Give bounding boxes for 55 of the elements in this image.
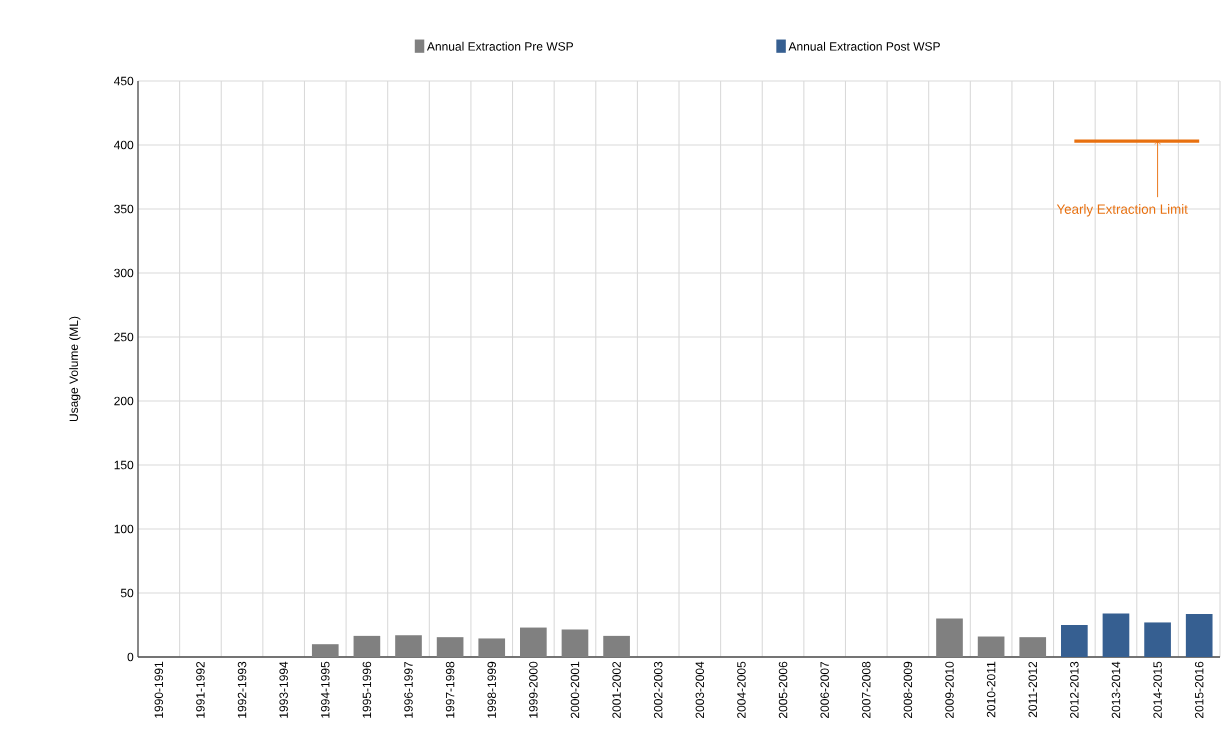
legend-label: Annual Extraction Pre WSP (426, 41, 574, 51)
x-tick-label: 1994-1995 (321, 661, 330, 718)
x-tick-label: 1999-2000 (529, 661, 538, 718)
bar (977, 636, 1005, 657)
y-axis-title: Usage Volume (ML) (69, 316, 81, 422)
x-tick-label: 1995-1996 (362, 661, 372, 718)
x-tick-label: 2013-2014 (1111, 661, 1121, 719)
bar (1019, 637, 1047, 657)
y-tick-label: 0 (127, 652, 134, 662)
x-tick-label: 2004-2005 (737, 661, 746, 719)
x-tick-label: 1996-1997 (404, 661, 413, 718)
x-tick-label: 2003-2004 (695, 661, 705, 719)
x-tick-label: 2011-2012 (1028, 661, 1037, 718)
x-tick-label: 2000-2001 (570, 661, 580, 719)
bar (1102, 613, 1130, 657)
bar (436, 637, 464, 657)
bar (520, 627, 547, 657)
x-tick-label: 1993-1994 (279, 661, 288, 718)
x-tick-label: 2002-2003 (653, 661, 663, 719)
x-tick-label: 2009-2010 (945, 661, 954, 719)
legend-label: Annual Extraction Post WSP (788, 41, 940, 51)
y-tick-label: 350 (114, 204, 134, 214)
y-tick-label: 100 (114, 524, 134, 534)
x-tick-label: 2005-2006 (778, 661, 788, 719)
y-tick-label: 50 (120, 588, 134, 598)
y-tick-label: 300 (114, 268, 134, 278)
x-tick-label: 2008-2009 (903, 661, 913, 719)
y-tick-label: 150 (114, 460, 134, 470)
bar (395, 635, 422, 657)
bar (1185, 614, 1213, 657)
x-tick-label: 1990-1991 (154, 661, 164, 718)
x-tick-label: 2007-2008 (862, 661, 871, 719)
bar (936, 618, 963, 657)
x-tick-label: 1991-1992 (196, 661, 205, 718)
x-tick-label: 2015-2016 (1194, 661, 1204, 719)
bar (353, 635, 381, 657)
bar (478, 638, 506, 657)
y-tick-label: 200 (114, 396, 134, 406)
y-tick-label: 250 (114, 332, 134, 342)
bar (561, 629, 589, 657)
y-tick-label: 400 (113, 140, 134, 150)
bar (603, 635, 630, 657)
x-tick-label: 2014-2015 (1153, 661, 1162, 719)
bar (1061, 625, 1088, 657)
y-tick-label: 450 (113, 76, 134, 86)
x-tick-label: 2001-2002 (612, 661, 621, 719)
bar (1144, 622, 1171, 657)
bar (311, 644, 339, 657)
x-tick-label: 1998-1999 (487, 661, 496, 718)
x-tick-label: 1992-1993 (237, 661, 247, 718)
x-tick-label: 2012-2013 (1070, 661, 1079, 719)
annotation: Yearly Extraction Limit (1056, 204, 1188, 217)
x-tick-label: 2006-2007 (820, 661, 829, 719)
x-tick-label: 2010-2011 (986, 661, 996, 718)
x-tick-label: 1997-1998 (445, 661, 455, 718)
